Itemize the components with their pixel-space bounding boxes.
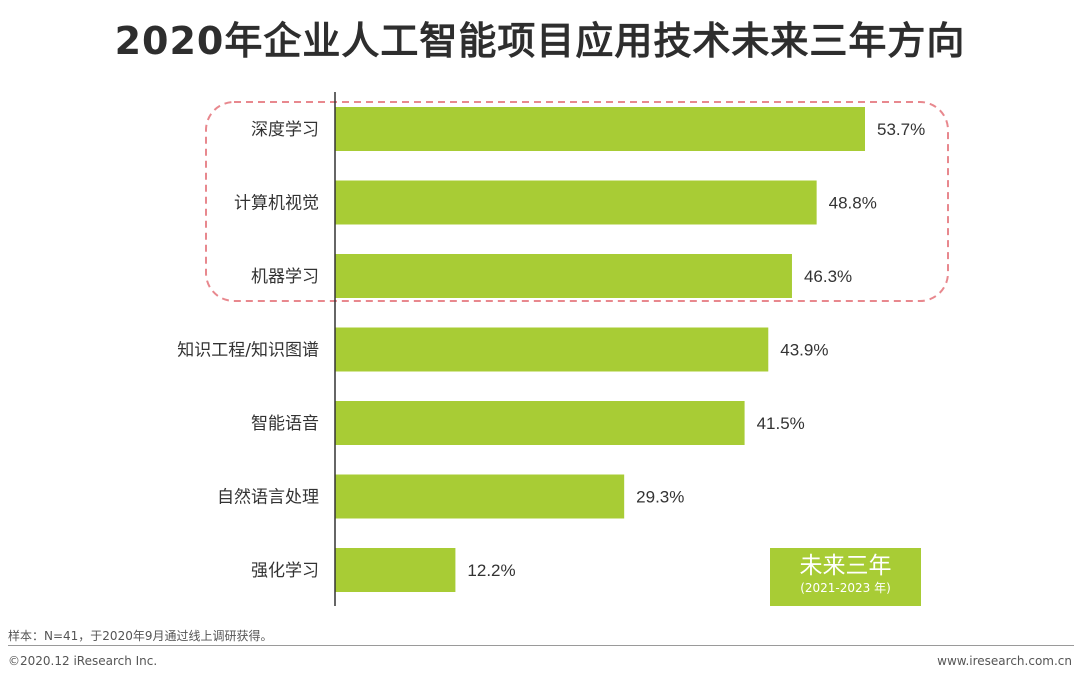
- value-label-7: 12.2%: [467, 561, 515, 580]
- value-label-2: 48.8%: [829, 194, 877, 213]
- category-label-6: 自然语言处理: [217, 488, 319, 508]
- category-label-1: 深度学习: [251, 120, 319, 140]
- footer-divider: [8, 645, 1074, 646]
- category-label-4: 知识工程/知识图谱: [177, 341, 319, 361]
- legend-label: 未来三年: [799, 553, 892, 579]
- website-link[interactable]: www.iresearch.com.cn: [937, 654, 1072, 668]
- copyright-text: ©2020.12 iResearch Inc.: [8, 654, 158, 668]
- value-label-3: 46.3%: [804, 267, 852, 286]
- value-label-1: 53.7%: [877, 120, 925, 139]
- chart-title: 2020年企业人工智能项目应用技术未来三年方向: [114, 19, 966, 63]
- bar-chart: 深度学习 53.7% 计算机视觉 48.8% 机器学习 46.3% 知识工程/知识图谱 43.…: [177, 92, 949, 606]
- value-label-5: 41.5%: [757, 414, 805, 433]
- legend-sublabel: (2021-2023 年): [800, 581, 891, 595]
- bar-2: [335, 180, 817, 225]
- category-label-2: 计算机视觉: [234, 194, 319, 214]
- bar-4: [335, 327, 769, 372]
- bar-5: [335, 401, 745, 445]
- highlight-box: [205, 101, 949, 302]
- value-label-4: 43.9%: [780, 341, 828, 360]
- category-label-7: 强化学习: [251, 561, 319, 581]
- bar-1: [335, 107, 865, 151]
- legend-badge: 未来三年 (2021-2023 年): [770, 548, 921, 606]
- sample-note: 样本：N=41，于2020年9月通过线上调研获得。: [8, 629, 273, 643]
- bar-7: [335, 548, 456, 592]
- bar-3: [335, 254, 792, 298]
- value-label-6: 29.3%: [636, 488, 684, 507]
- bar-6: [335, 474, 625, 519]
- category-label-3: 机器学习: [251, 267, 319, 287]
- category-label-5: 智能语音: [251, 414, 319, 434]
